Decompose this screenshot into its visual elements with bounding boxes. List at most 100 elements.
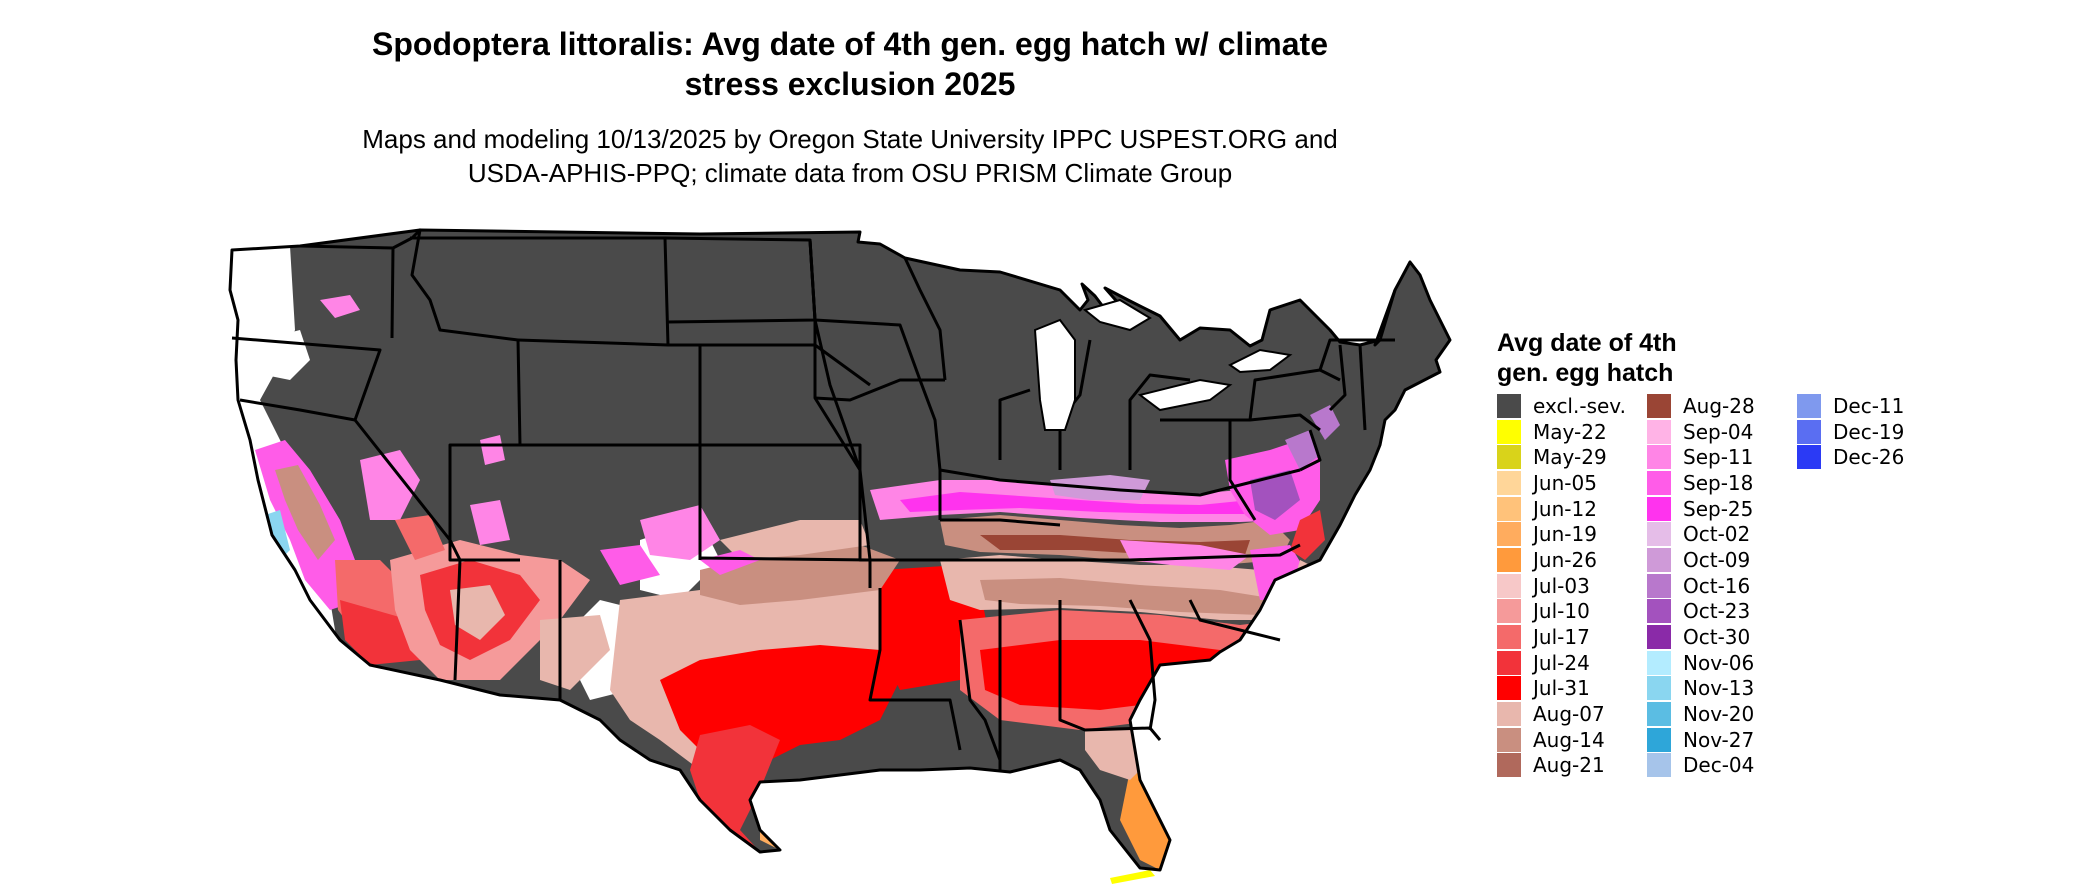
legend-item: Dec-11 [1797,393,1947,419]
legend-swatch [1497,573,1521,598]
legend-label: Jul-10 [1533,599,1590,624]
legend-swatch [1497,599,1521,624]
legend-item: Sep-11 [1647,444,1797,470]
legend-label: May-22 [1533,419,1607,444]
legend-item: excl.-sev. [1497,393,1647,419]
legend-label: Dec-11 [1833,393,1905,418]
legend-label: Sep-04 [1683,419,1754,444]
legend-item: Jun-12 [1497,496,1647,522]
legend-label: Oct-23 [1683,599,1751,624]
legend-label: Jul-17 [1533,625,1590,650]
legend-item: Jul-24 [1497,650,1647,676]
legend-item: Sep-04 [1647,419,1797,445]
legend-item: Oct-16 [1647,573,1797,599]
legend-swatch [1497,753,1521,778]
legend-label: May-29 [1533,445,1607,470]
legend-column: Aug-28 Sep-04 Sep-11 Sep-18 Sep-25 Oct-02 Oct-… [1647,393,1797,778]
legend-item: Jul-03 [1497,573,1647,599]
legend-swatch [1647,393,1671,418]
legend-item: Jul-31 [1497,676,1647,702]
legend-item: Aug-07 [1497,701,1647,727]
legend-label: Jun-19 [1533,522,1597,547]
legend-item: Sep-18 [1647,470,1797,496]
legend-label: Aug-14 [1533,727,1605,752]
legend-label: Jun-12 [1533,496,1597,521]
legend-swatch [1797,419,1821,444]
legend-swatch [1797,445,1821,470]
legend-label: Jul-03 [1533,573,1590,598]
legend-item: Jul-10 [1497,599,1647,625]
legend-swatch [1647,650,1671,675]
map-subtitle-line1: Maps and modeling 10/13/2025 by Oregon S… [362,124,1338,154]
legend-label: Jul-24 [1533,650,1590,675]
legend-swatch [1647,625,1671,650]
legend-label: Nov-06 [1683,650,1755,675]
legend-swatch [1497,650,1521,675]
legend-swatch [1497,547,1521,572]
legend-item: Nov-20 [1647,701,1797,727]
legend-label: Nov-13 [1683,676,1755,701]
legend-swatch [1647,573,1671,598]
legend-item: Aug-21 [1497,753,1647,779]
legend-swatch [1497,522,1521,547]
legend-swatch [1497,445,1521,470]
legend-item: Oct-09 [1647,547,1797,573]
legend-item: Oct-23 [1647,599,1797,625]
legend-label: Jun-26 [1533,547,1597,572]
legend-swatch [1497,702,1521,727]
legend-item: Jun-26 [1497,547,1647,573]
legend-label: Dec-04 [1683,753,1755,778]
legend-item: Aug-28 [1647,393,1797,419]
legend-label: Oct-02 [1683,522,1751,547]
map-subtitle-line2: USDA-APHIS-PPQ; climate data from OSU PR… [467,158,1233,188]
legend-label: Jul-31 [1533,676,1590,701]
legend-title-line2: gen. egg hatch [1497,359,1674,387]
legend-swatch [1497,393,1521,418]
legend-swatch [1647,470,1671,495]
legend-item: Nov-27 [1647,727,1797,753]
legend-item: Dec-04 [1647,753,1797,779]
legend: excl.-sev. May-22 May-29 Jun-05 Jun-12 Jun-19… [1497,393,1947,778]
legend-swatch [1647,419,1671,444]
legend-item: Jun-19 [1497,521,1647,547]
legend-item: May-29 [1497,444,1647,470]
legend-item: Dec-26 [1797,444,1947,470]
legend-label: Sep-18 [1683,470,1754,495]
legend-label: Oct-16 [1683,573,1751,598]
legend-label: Dec-26 [1833,445,1905,470]
legend-swatch [1647,599,1671,624]
legend-swatch [1647,496,1671,521]
legend-swatch [1497,496,1521,521]
legend-item: Nov-13 [1647,676,1797,702]
legend-item: May-22 [1497,419,1647,445]
map-title-line2: stress exclusion 2025 [684,66,1016,102]
legend-label: excl.-sev. [1533,393,1626,418]
legend-swatch [1647,727,1671,752]
legend-item: Sep-25 [1647,496,1797,522]
legend-label: Aug-07 [1533,702,1605,727]
legend-column: Dec-11 Dec-19 Dec-26 [1797,393,1947,778]
legend-item: Dec-19 [1797,419,1947,445]
legend-swatch [1647,676,1671,701]
legend-swatch [1647,547,1671,572]
legend-item: Nov-06 [1647,650,1797,676]
legend-title: Avg date of 4th gen. egg hatch [1497,328,1737,388]
legend-swatch [1497,625,1521,650]
legend-label: Sep-11 [1683,445,1754,470]
legend-swatch [1647,445,1671,470]
legend-label: Aug-21 [1533,753,1605,778]
legend-label: Nov-20 [1683,702,1755,727]
legend-column: excl.-sev. May-22 May-29 Jun-05 Jun-12 Jun-19… [1497,393,1647,778]
legend-item: Oct-02 [1647,521,1797,547]
map-title-line1: Spodoptera littoralis: Avg date of 4th g… [372,26,1328,62]
legend-swatch [1797,393,1821,418]
legend-item: Aug-14 [1497,727,1647,753]
legend-item: Oct-30 [1647,624,1797,650]
legend-label: Oct-30 [1683,625,1751,650]
legend-swatch [1497,470,1521,495]
legend-label: Aug-28 [1683,393,1755,418]
map-title: Spodoptera littoralis: Avg date of 4th g… [300,24,1400,104]
legend-swatch [1647,702,1671,727]
legend-label: Oct-09 [1683,547,1751,572]
legend-label: Dec-19 [1833,419,1905,444]
